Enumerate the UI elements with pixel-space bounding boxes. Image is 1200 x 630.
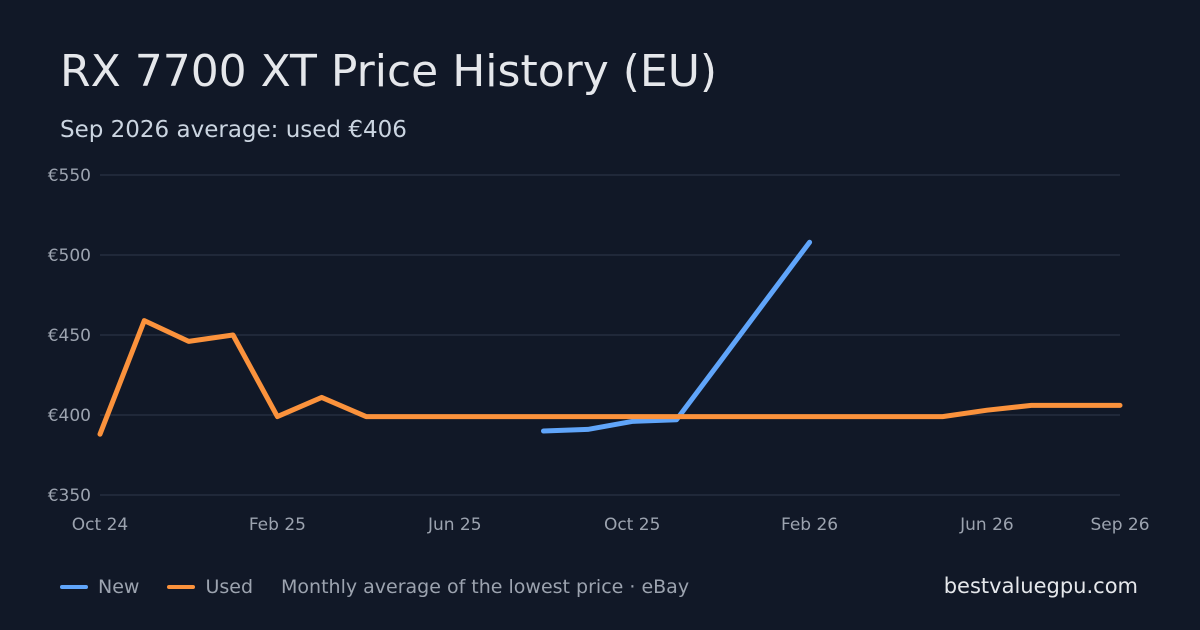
series-line-new bbox=[541, 239, 813, 434]
y-tick-label: €400 bbox=[48, 406, 91, 426]
y-tick-label: €450 bbox=[48, 326, 91, 346]
x-tick-label: Jun 25 bbox=[427, 515, 482, 535]
y-tick-label: €550 bbox=[48, 166, 91, 186]
x-tick-label: Sep 26 bbox=[1090, 515, 1149, 535]
chart-subtitle: Sep 2026 average: used €406 bbox=[60, 117, 407, 143]
legend-label-used: Used bbox=[205, 576, 254, 598]
legend-swatch-used bbox=[167, 585, 196, 589]
y-tick-label: €350 bbox=[48, 486, 91, 506]
legend-note: Monthly average of the lowest price · eB… bbox=[281, 576, 690, 598]
y-axis-labels: €350 €400 €450 €500 €550 bbox=[48, 166, 91, 506]
x-tick-label: Oct 25 bbox=[604, 515, 660, 535]
x-tick-label: Jun 26 bbox=[959, 515, 1014, 535]
legend-label-new: New bbox=[98, 576, 140, 598]
gridlines bbox=[100, 174, 1120, 496]
x-tick-label: Feb 25 bbox=[249, 515, 306, 535]
series-line-used bbox=[97, 318, 1123, 437]
legend-item-used[interactable]: Used bbox=[167, 576, 253, 598]
series-lines bbox=[97, 239, 1123, 437]
legend: New Used Monthly average of the lowest p… bbox=[60, 573, 689, 601]
x-axis-labels: Oct 24 Feb 25 Jun 25 Oct 25 Feb 26 Jun 26 Sep … bbox=[72, 515, 1150, 535]
legend-swatch-new bbox=[60, 585, 88, 589]
x-tick-label: Feb 26 bbox=[781, 515, 838, 535]
chart-title: RX 7700 XT Price History (EU) bbox=[60, 46, 718, 97]
legend-item-new[interactable]: New bbox=[60, 576, 139, 598]
x-tick-label: Oct 24 bbox=[72, 515, 128, 535]
y-tick-label: €500 bbox=[48, 246, 91, 266]
brand-link[interactable]: bestvaluegpu.com bbox=[943, 574, 1138, 598]
